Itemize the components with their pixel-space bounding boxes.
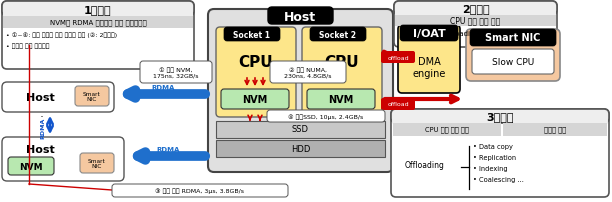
FancyBboxPatch shape xyxy=(2,83,114,113)
Text: Smart
NIC: Smart NIC xyxy=(83,91,101,102)
Bar xyxy=(216,121,385,138)
Text: NVM와 RDMA 활용하는 분산 파일시스템: NVM와 RDMA 활용하는 분산 파일시스템 xyxy=(50,20,146,26)
Text: offload: offload xyxy=(387,55,409,60)
Text: Host: Host xyxy=(26,93,54,102)
FancyBboxPatch shape xyxy=(268,8,333,25)
Bar xyxy=(503,123,607,136)
FancyBboxPatch shape xyxy=(270,62,346,84)
Bar xyxy=(395,16,556,27)
Text: ② 원격 NUMA,
230ns, 4.8GB/s: ② 원격 NUMA, 230ns, 4.8GB/s xyxy=(284,67,332,78)
FancyBboxPatch shape xyxy=(472,50,554,75)
Text: RDMA: RDMA xyxy=(151,85,174,90)
Text: Slow CPU: Slow CPU xyxy=(492,57,534,66)
Text: Smart NIC: Smart NIC xyxy=(485,33,540,43)
FancyBboxPatch shape xyxy=(310,28,366,42)
Text: 2차년도: 2차년도 xyxy=(461,4,490,14)
FancyBboxPatch shape xyxy=(391,109,609,123)
Text: SSD: SSD xyxy=(292,125,309,134)
Text: Host: Host xyxy=(26,144,54,154)
Text: RDMA: RDMA xyxy=(40,117,45,138)
FancyBboxPatch shape xyxy=(381,52,415,64)
FancyBboxPatch shape xyxy=(140,62,212,84)
Bar xyxy=(3,17,193,29)
Bar xyxy=(395,9,556,16)
Bar xyxy=(3,9,193,17)
FancyBboxPatch shape xyxy=(224,28,280,42)
FancyBboxPatch shape xyxy=(267,110,385,122)
FancyBboxPatch shape xyxy=(112,184,288,197)
FancyBboxPatch shape xyxy=(466,30,560,82)
FancyBboxPatch shape xyxy=(80,153,114,173)
Text: Host: Host xyxy=(284,11,316,23)
Text: DMA
engine: DMA engine xyxy=(412,57,446,78)
FancyBboxPatch shape xyxy=(8,157,54,175)
Bar xyxy=(392,116,608,123)
FancyBboxPatch shape xyxy=(307,89,375,109)
FancyBboxPatch shape xyxy=(216,28,296,117)
FancyBboxPatch shape xyxy=(398,26,460,94)
FancyBboxPatch shape xyxy=(221,89,289,109)
FancyBboxPatch shape xyxy=(302,28,382,117)
Text: ·: · xyxy=(40,121,44,134)
Text: HDD: HDD xyxy=(291,144,310,153)
Text: ③ 원격 노드 RDMA, 3μs, 3.8GB/s: ③ 원격 노드 RDMA, 3μs, 3.8GB/s xyxy=(155,187,245,193)
Text: • Data copy offloading: • Data copy offloading xyxy=(400,31,479,37)
Text: CPU: CPU xyxy=(325,54,359,69)
Text: Socket 2: Socket 2 xyxy=(319,30,357,39)
FancyBboxPatch shape xyxy=(400,26,458,42)
Text: CPU 부하 분산 기술: CPU 부하 분산 기술 xyxy=(425,126,469,133)
Text: • Indexing: • Indexing xyxy=(473,165,507,171)
Text: offload: offload xyxy=(387,102,409,107)
FancyBboxPatch shape xyxy=(208,10,393,172)
Text: ·: · xyxy=(40,116,44,129)
FancyBboxPatch shape xyxy=(391,109,609,197)
Text: ·: · xyxy=(40,111,44,124)
Bar xyxy=(393,123,501,136)
FancyBboxPatch shape xyxy=(394,2,557,16)
FancyBboxPatch shape xyxy=(2,2,194,70)
Text: I/OAT: I/OAT xyxy=(412,29,446,39)
Text: • Data copy: • Data copy xyxy=(473,143,513,149)
Text: • 동기식 복제 매커니즘: • 동기식 복제 매커니즘 xyxy=(6,43,50,48)
Text: 3차년도: 3차년도 xyxy=(487,112,513,121)
Text: NVM: NVM xyxy=(19,162,43,171)
FancyBboxPatch shape xyxy=(75,87,109,106)
Bar xyxy=(216,140,385,157)
Text: NVM: NVM xyxy=(242,95,267,104)
FancyBboxPatch shape xyxy=(2,2,194,17)
FancyBboxPatch shape xyxy=(470,30,556,47)
Text: Socket 1: Socket 1 xyxy=(234,30,271,39)
Text: • ①~④: 접근 속도에 따른 데이터 베치 (②: 2차년도): • ①~④: 접근 속도에 따른 데이터 베치 (②: 2차년도) xyxy=(6,32,117,38)
Text: • Coalescing ...: • Coalescing ... xyxy=(473,176,524,182)
Text: CPU 부하 분산 기술: CPU 부하 분산 기술 xyxy=(450,16,501,25)
Text: Smart
NIC: Smart NIC xyxy=(88,158,106,168)
Text: ① 로컬 NVM,
175ns, 32GB/s: ① 로컬 NVM, 175ns, 32GB/s xyxy=(153,67,199,78)
Text: CPU: CPU xyxy=(239,54,274,69)
Text: 1차년도: 1차년도 xyxy=(84,5,112,15)
Text: Offloading: Offloading xyxy=(405,160,445,169)
Text: ④ 로컬SSD, 10μs, 2.4GB/s: ④ 로컬SSD, 10μs, 2.4GB/s xyxy=(288,114,364,119)
FancyBboxPatch shape xyxy=(394,2,557,48)
FancyBboxPatch shape xyxy=(2,137,124,181)
FancyBboxPatch shape xyxy=(381,99,415,110)
Text: NVM: NVM xyxy=(329,95,354,104)
Text: RDMA: RDMA xyxy=(156,146,180,152)
Text: • Replication: • Replication xyxy=(473,154,516,160)
Text: 병렬화 기법: 병렬화 기법 xyxy=(544,126,566,133)
